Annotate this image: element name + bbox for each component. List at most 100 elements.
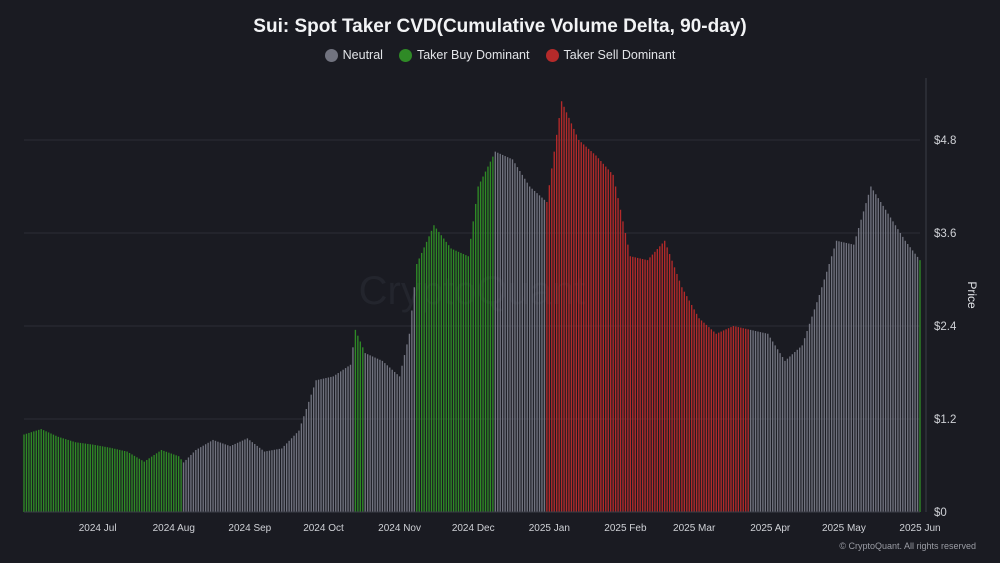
bar (222, 443, 224, 512)
bar (497, 152, 499, 512)
bar (126, 451, 128, 512)
bar (683, 291, 686, 512)
bar (583, 144, 585, 512)
bar (487, 166, 489, 513)
bar (60, 437, 62, 512)
bar (521, 174, 523, 512)
bar (254, 444, 256, 512)
bar (693, 309, 695, 512)
bar (686, 296, 688, 512)
bar (231, 445, 234, 512)
bar (551, 168, 553, 512)
bar (182, 462, 185, 512)
bar (38, 429, 40, 512)
bar (475, 203, 477, 512)
bar (386, 365, 388, 512)
bar (737, 327, 740, 512)
bar (610, 172, 612, 512)
bar (150, 456, 153, 512)
bar (899, 233, 902, 512)
bar (25, 433, 28, 512)
bar (413, 287, 415, 512)
bar (676, 273, 678, 512)
bar (639, 258, 641, 512)
bar (872, 190, 875, 512)
legend-item-neutral[interactable]: Neutral (324, 48, 383, 62)
legend-item-taker-buy[interactable]: Taker Buy Dominant (398, 48, 530, 62)
bar (62, 438, 64, 512)
bar (519, 171, 521, 512)
bar (884, 209, 887, 512)
bar (114, 448, 116, 512)
bar (224, 444, 226, 512)
bar (376, 358, 379, 512)
bar (791, 354, 794, 512)
bar (504, 156, 506, 512)
legend-swatch-taker-sell-icon (545, 48, 559, 62)
bar (605, 166, 607, 513)
bar (281, 448, 283, 512)
bar (757, 331, 759, 512)
bar (315, 380, 317, 512)
bar (590, 151, 592, 513)
bar (661, 243, 663, 512)
bar (700, 320, 703, 512)
bar (580, 142, 582, 512)
bar (531, 188, 533, 512)
bar (45, 431, 47, 512)
bar (725, 329, 727, 512)
bar (524, 178, 526, 512)
bar (472, 221, 474, 512)
bar (784, 360, 786, 512)
legend-item-taker-sell[interactable]: Taker Sell Dominant (545, 48, 675, 62)
bar (767, 333, 769, 512)
bar (349, 364, 352, 512)
bar (271, 450, 273, 512)
bar (484, 171, 487, 512)
bar (894, 225, 897, 512)
bar (794, 352, 796, 512)
bar (649, 257, 651, 512)
bar (406, 344, 408, 512)
watermark: CryptoQuant (359, 269, 586, 313)
bar (234, 443, 236, 512)
x-tick-label: 2024 Nov (378, 523, 421, 534)
bar (813, 309, 816, 512)
bar (681, 287, 683, 512)
x-tick-label: 2024 Oct (303, 523, 344, 534)
legend: Neutral Taker Buy Dominant Taker Sell Do… (0, 48, 1000, 62)
bar (288, 440, 290, 512)
bar (357, 335, 359, 512)
bar (187, 457, 190, 512)
x-tick-label: 2025 Mar (673, 523, 716, 534)
bar (568, 117, 570, 512)
bar (408, 333, 411, 512)
bar (845, 242, 848, 512)
bar (143, 461, 145, 512)
bar (632, 256, 634, 512)
bar (116, 449, 118, 512)
bar (109, 447, 111, 512)
bar (450, 248, 452, 512)
bar (708, 327, 710, 512)
bar (877, 198, 879, 512)
bar (477, 186, 479, 512)
bar (460, 252, 462, 512)
copyright: © CryptoQuant. All rights reserved (839, 541, 976, 551)
bar (227, 445, 229, 512)
bar (96, 445, 99, 512)
bar (170, 453, 172, 512)
bar (332, 376, 334, 512)
bar (573, 128, 575, 512)
bar (165, 451, 168, 512)
bar (634, 257, 636, 512)
bar (718, 332, 720, 512)
y-tick-label: $1.2 (934, 414, 956, 426)
bar (305, 409, 307, 512)
bar (673, 267, 676, 512)
bar (595, 155, 597, 512)
bar (364, 353, 366, 512)
bar (769, 337, 771, 512)
bar (185, 459, 187, 512)
bar (560, 101, 563, 512)
